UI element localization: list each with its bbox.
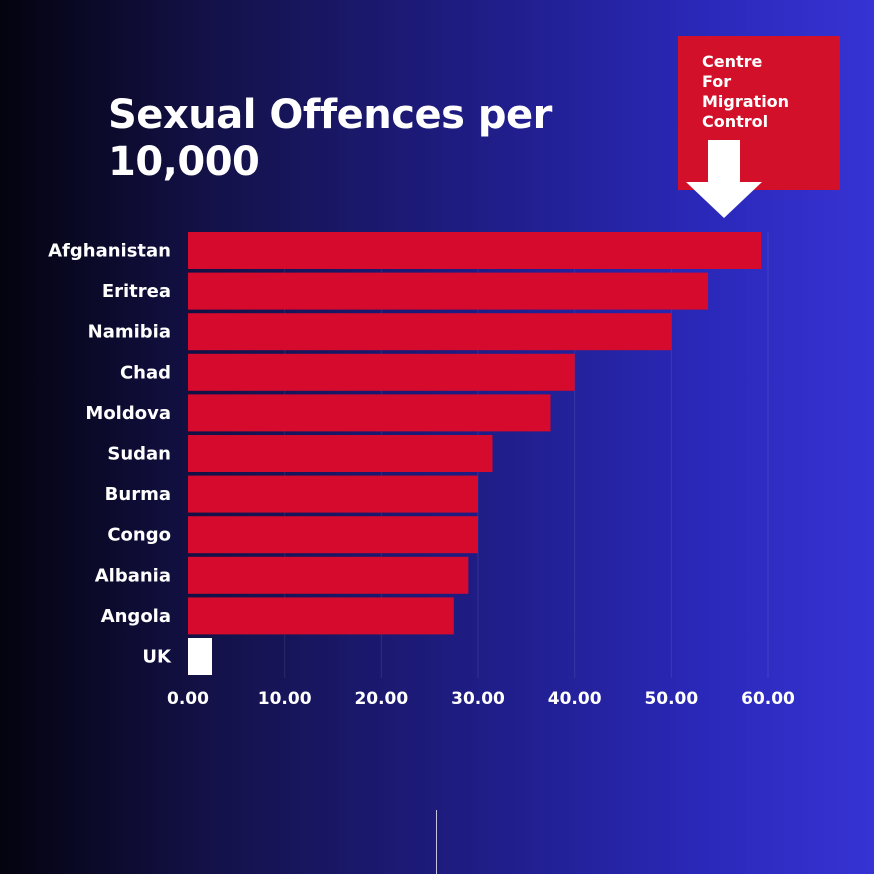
category-label: Chad — [120, 362, 171, 383]
logo-line: Migration — [702, 92, 790, 111]
logo-line: Control — [702, 112, 769, 131]
logo-line: Centre — [702, 52, 763, 71]
tick-label: 20.00 — [354, 689, 408, 709]
category-label: Namibia — [88, 322, 171, 343]
bar — [188, 556, 469, 594]
bar — [188, 313, 672, 351]
logo-text: Centre For Migration Control — [702, 52, 832, 132]
arrow-down-icon — [686, 140, 762, 218]
category-label: Angola — [101, 606, 171, 627]
bars — [188, 232, 762, 675]
bar — [188, 435, 493, 472]
bar — [188, 353, 575, 391]
tick-label: 50.00 — [644, 689, 698, 709]
bar — [188, 272, 709, 310]
category-label: Albania — [95, 565, 171, 586]
category-label: Afghanistan — [48, 241, 171, 262]
bar — [188, 232, 762, 269]
category-label: Sudan — [107, 444, 171, 465]
category-label: Congo — [107, 525, 171, 546]
logo-badge: Centre For Migration Control — [678, 36, 840, 190]
bar — [188, 597, 454, 635]
bar — [188, 394, 551, 432]
tick-label: 30.00 — [451, 689, 505, 709]
tick-label: 60.00 — [741, 689, 795, 709]
tick-label: 40.00 — [548, 689, 602, 709]
bar — [188, 516, 478, 554]
category-label: Burma — [105, 484, 171, 505]
tick-label: 0.00 — [167, 689, 209, 709]
tick-label: 10.00 — [258, 689, 312, 709]
category-labels: Afghanistan Eritrea Namibia Chad Moldova Suda… — [48, 241, 172, 668]
category-label: UK — [142, 647, 172, 668]
category-label: Moldova — [85, 403, 171, 424]
x-axis-ticks: 0.00 10.00 20.00 30.00 40.00 50.00 60.00 — [167, 689, 795, 709]
logo-line: For — [702, 72, 732, 91]
chart-title: Sexual Offences per 10,000 — [108, 92, 552, 185]
bar — [188, 638, 212, 675]
category-label: Eritrea — [102, 281, 171, 302]
divider-line — [436, 810, 437, 874]
bar — [188, 475, 478, 513]
